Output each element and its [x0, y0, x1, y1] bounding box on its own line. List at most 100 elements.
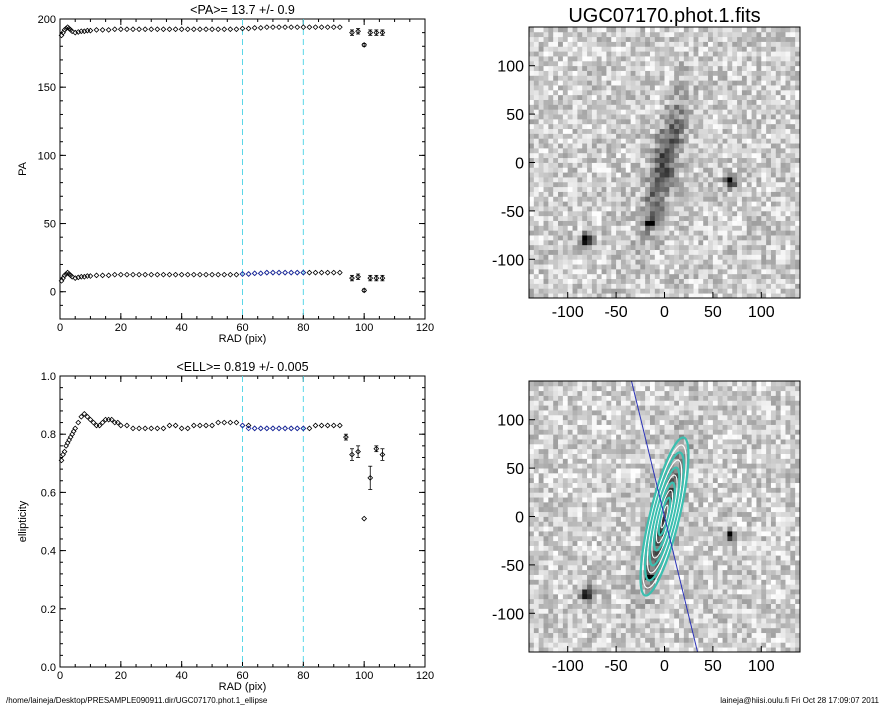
- pixel: [572, 622, 578, 629]
- pixel: [543, 157, 549, 163]
- pixel: [756, 162, 762, 168]
- pixel: [698, 167, 704, 173]
- pixel: [577, 206, 583, 212]
- pixel: [635, 569, 641, 575]
- pixel: [616, 128, 622, 134]
- pixel: [567, 254, 573, 260]
- pixel: [746, 56, 753, 62]
- data-point: [276, 425, 282, 432]
- pixel: [582, 109, 588, 115]
- pixel: [582, 589, 588, 595]
- pixel: [620, 419, 627, 425]
- pixel: [693, 104, 699, 110]
- pixel: [751, 70, 757, 76]
- pixel: [543, 569, 549, 575]
- pixel: [567, 448, 573, 454]
- pixel: [553, 434, 559, 440]
- pixel: [587, 487, 593, 493]
- data-point: [379, 275, 386, 281]
- pixel: [601, 390, 607, 396]
- pixel: [562, 569, 569, 575]
- data-point: [300, 425, 307, 432]
- pixel: [708, 167, 714, 173]
- pixel: [591, 167, 598, 173]
- pixel: [620, 385, 627, 392]
- pixel: [538, 613, 544, 619]
- pixel: [620, 104, 627, 110]
- pixel: [533, 381, 540, 387]
- pixel: [698, 172, 704, 178]
- pixel: [601, 492, 607, 498]
- pixel: [625, 268, 632, 275]
- pixel: [708, 56, 714, 62]
- data-point: [355, 28, 361, 35]
- pixel: [533, 85, 540, 91]
- pixel: [770, 152, 777, 159]
- pixel: [611, 501, 617, 508]
- pixel: [596, 535, 602, 542]
- pixel: [533, 477, 540, 484]
- pixel: [543, 632, 549, 638]
- pixel: [722, 147, 728, 154]
- pixel: [533, 273, 540, 280]
- x-tick-label: 100: [355, 322, 373, 334]
- pixel: [679, 235, 685, 241]
- pixel: [640, 133, 646, 139]
- pixel: [698, 293, 704, 299]
- pixel: [596, 220, 602, 226]
- pixel: [577, 123, 583, 130]
- pixel: [698, 268, 704, 275]
- pixel: [741, 273, 748, 280]
- pixel: [567, 288, 573, 294]
- pixel: [596, 259, 602, 265]
- pixel: [630, 27, 636, 33]
- pixel: [572, 210, 578, 217]
- pixel: [698, 201, 704, 207]
- pixel: [630, 293, 636, 299]
- pixel: [659, 264, 665, 270]
- pixel: [601, 288, 607, 294]
- pixel: [790, 210, 796, 217]
- pixel: [533, 80, 540, 86]
- pixel: [538, 632, 544, 638]
- pixel: [616, 429, 622, 435]
- pixel: [611, 443, 617, 450]
- pixel: [553, 603, 559, 609]
- pixel: [587, 278, 593, 284]
- pixel: [548, 419, 554, 425]
- pixel: [625, 51, 632, 57]
- pixel: [654, 220, 661, 226]
- pixel: [683, 283, 690, 289]
- pixel: [572, 235, 578, 241]
- pixel: [751, 143, 757, 149]
- pixel: [587, 540, 593, 546]
- pixel: [732, 27, 738, 33]
- pixel-grid: [529, 27, 801, 299]
- pixel: [529, 487, 535, 493]
- pixel: [770, 118, 777, 125]
- pixel: [577, 589, 583, 595]
- pixel: [785, 51, 791, 57]
- pixel: [698, 177, 704, 183]
- pixel: [688, 138, 694, 144]
- pixel: [766, 80, 772, 86]
- pixel: [635, 487, 641, 493]
- pixel: [533, 613, 540, 619]
- pixel: [591, 627, 598, 634]
- pixel: [761, 215, 767, 221]
- pixel: [611, 429, 617, 435]
- pixel: [591, 172, 598, 178]
- pixel: [761, 259, 767, 265]
- pixel: [596, 627, 602, 634]
- pixel: [746, 249, 753, 255]
- pixel: [616, 288, 622, 294]
- pixel: [548, 487, 554, 493]
- pixel: [688, 99, 694, 105]
- pixel: [645, 89, 651, 96]
- pixel: [548, 424, 554, 430]
- pixel: [620, 569, 627, 575]
- pixel: [751, 235, 757, 241]
- pixel: [606, 172, 612, 178]
- pixel: [654, 235, 661, 241]
- pixel: [649, 244, 656, 251]
